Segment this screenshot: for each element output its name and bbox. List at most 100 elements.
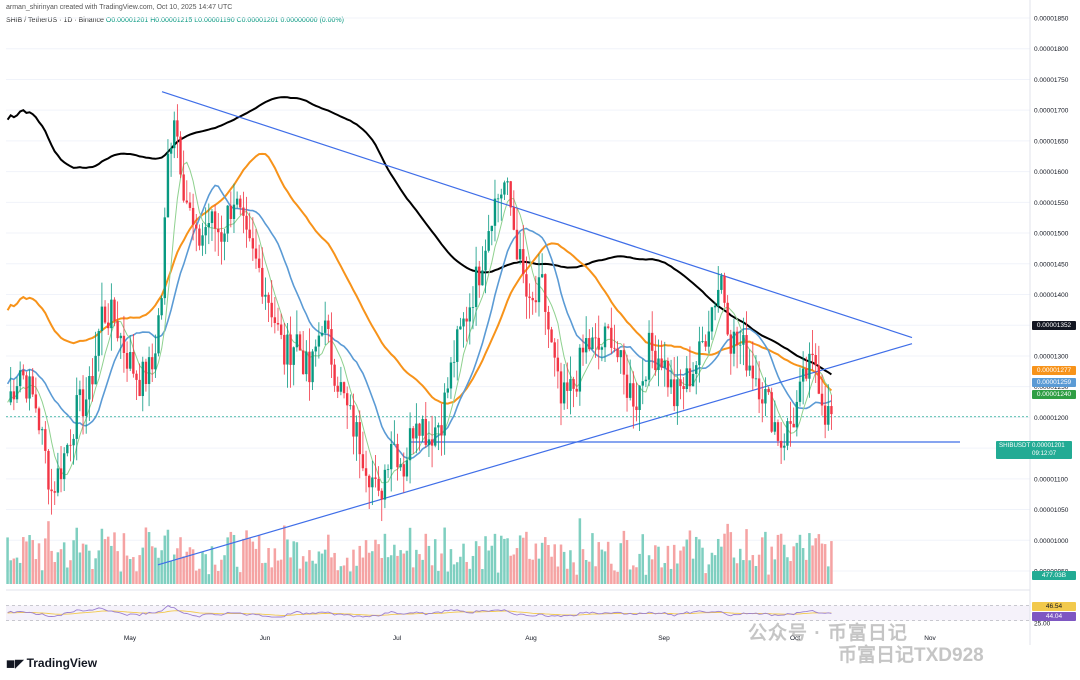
volume-bar (317, 551, 321, 584)
volume-bar (207, 574, 211, 584)
last-price-tag: SHIBUSDT 0.00001201 09:12:07 (996, 441, 1072, 459)
candle-body (673, 379, 676, 407)
candle-body (129, 352, 132, 369)
volume-bar (676, 563, 679, 584)
candle-body (154, 353, 157, 370)
volume-bar (544, 537, 547, 584)
volume-bar (364, 540, 368, 584)
volume-bar (569, 550, 572, 584)
candle-body (25, 375, 28, 399)
candle-body (34, 394, 38, 409)
candle-body (550, 329, 553, 343)
candle-body (198, 228, 201, 246)
candle-body (685, 368, 688, 389)
volume-bar (135, 571, 138, 584)
volume-bar (229, 531, 233, 584)
volume-bar (415, 549, 418, 584)
x-tick-label: Oct (790, 635, 800, 642)
candle-body (622, 350, 626, 375)
candle-body (770, 392, 773, 432)
candle-body (132, 352, 135, 374)
candle-body (452, 361, 456, 363)
candle-body (141, 361, 144, 397)
candle-body (471, 307, 475, 308)
volume-bar (103, 539, 107, 584)
candle-body (116, 321, 119, 339)
volume-bar (644, 574, 648, 584)
candle-body (264, 294, 267, 297)
volume-bar (578, 518, 582, 584)
candle-body (261, 267, 264, 297)
volume-bar (751, 555, 755, 584)
candle-body (377, 478, 380, 491)
volume-bar (248, 538, 251, 584)
candle-body (103, 306, 107, 323)
volume-bar (827, 566, 830, 584)
volume-bar (455, 562, 459, 584)
volume-bar (402, 553, 406, 584)
grid (6, 17, 1030, 572)
y-tick-label: 0.00001000 (1034, 538, 1069, 545)
candle-body (415, 423, 418, 439)
candle-body (459, 326, 462, 330)
volume-bar (223, 555, 226, 584)
candle-body (795, 401, 799, 428)
volume-bar (81, 543, 85, 584)
volume-bar (713, 555, 717, 584)
volume-bar (405, 550, 409, 584)
volume-bar (125, 555, 129, 584)
candle-body (270, 302, 273, 318)
candle-body (578, 347, 582, 392)
volume-bar (625, 539, 629, 584)
candle-body (547, 311, 550, 330)
volume-bar (295, 542, 299, 584)
volume-bar (239, 572, 242, 584)
candle-body (509, 181, 512, 208)
volume-bar (198, 568, 201, 584)
volume-bar (166, 529, 170, 584)
volume-bar (50, 550, 53, 584)
volume-bar (119, 571, 123, 584)
candle-body (242, 207, 245, 216)
volume-bar (279, 559, 283, 584)
volume-bar (522, 537, 525, 584)
volume-bar (823, 544, 827, 584)
volume-bar (707, 564, 711, 584)
candle-body (12, 391, 16, 400)
candle-body (698, 341, 701, 366)
candle-body (314, 346, 317, 352)
last-price: 0.00001201 (1032, 442, 1065, 449)
volume-bar (531, 559, 534, 584)
candle-body (333, 364, 336, 386)
moving-average-line (6, 152, 833, 405)
candle-body (94, 355, 97, 385)
candle-body (632, 383, 635, 407)
candle-body (456, 329, 459, 362)
volume-bar (286, 539, 289, 584)
volume-bar (371, 551, 374, 584)
y-tick-label: 0.00001700 (1034, 108, 1069, 115)
volume-bar (59, 549, 63, 584)
tradingview-logo[interactable]: ◼◤ TradingView (6, 656, 97, 670)
volume-bar (503, 538, 506, 584)
volume-bar (720, 546, 723, 584)
volume-bar (147, 532, 151, 584)
volume-bar (550, 556, 553, 584)
candle-body (496, 198, 500, 200)
candle-body (56, 468, 60, 493)
candle-body (201, 235, 204, 246)
candle-body (437, 425, 440, 428)
candle-body (720, 275, 723, 290)
volume-bar (34, 559, 38, 584)
volume-bar (216, 570, 220, 584)
candle-body (569, 379, 572, 391)
volume-bar (430, 565, 434, 584)
y-tick-label: 0.00001850 (1034, 16, 1069, 23)
volume-bar (323, 549, 327, 584)
candle-body (537, 277, 541, 303)
volume-bar (72, 540, 75, 584)
candle-body (305, 351, 308, 375)
candle-body (311, 351, 314, 383)
candle-body (808, 353, 811, 379)
